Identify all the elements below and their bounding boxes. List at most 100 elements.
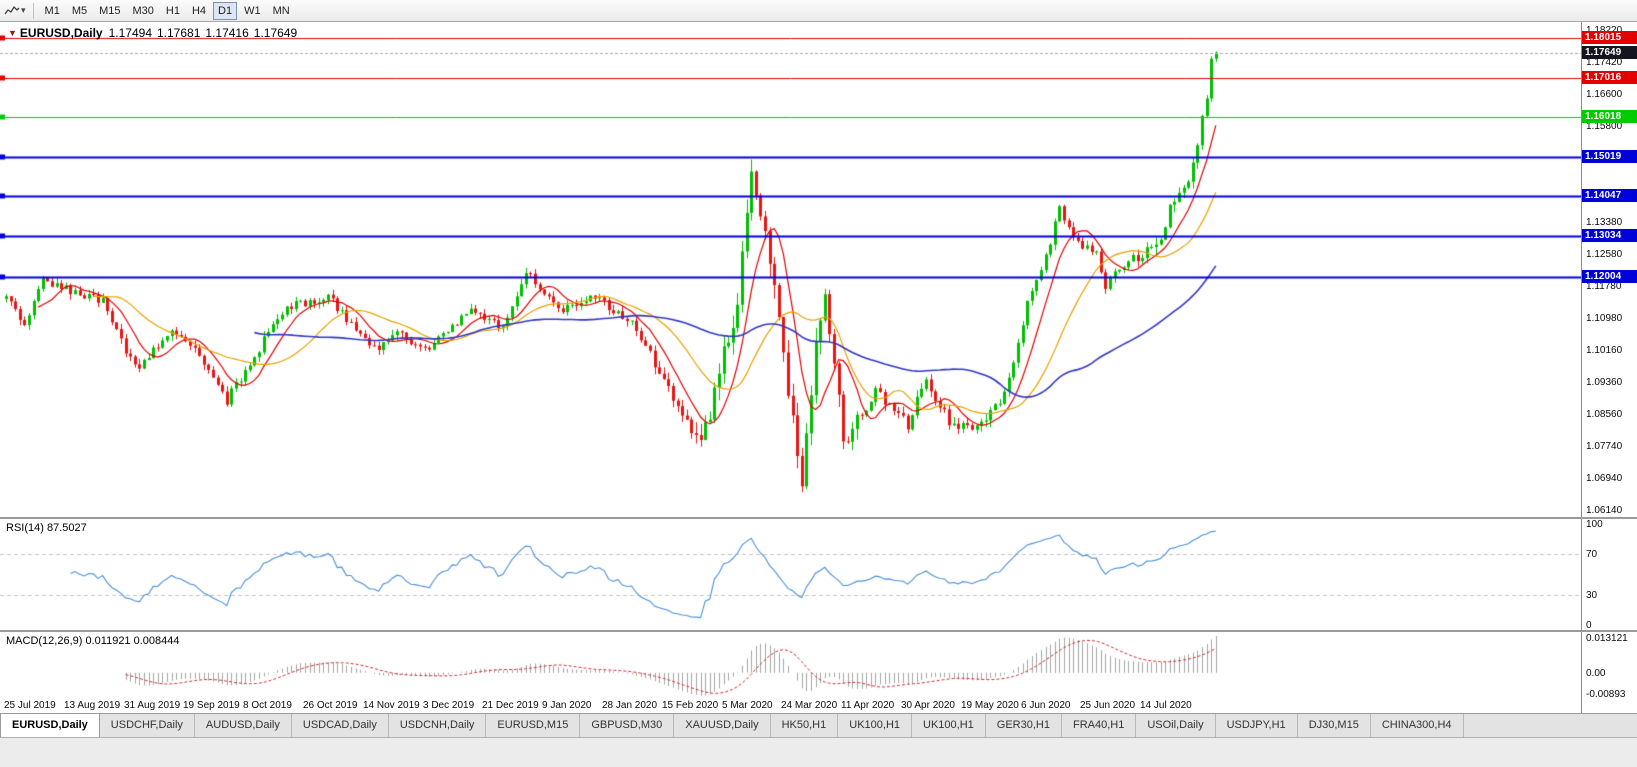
chart-tab-china300-h4[interactable]: CHINA300,H4 bbox=[1370, 714, 1464, 737]
timeframe-button-m30[interactable]: M30 bbox=[132, 4, 154, 17]
time-axis[interactable]: 25 Jul 2019 13 Aug 2019 31 Aug 2019 19 Sep … bbox=[0, 700, 1637, 713]
date-label: 11 Apr 2020 bbox=[841, 700, 895, 711]
date-label: 26 Oct 2019 bbox=[303, 700, 358, 711]
timeframe-button-mn[interactable]: MN bbox=[272, 4, 290, 17]
bottom-filler bbox=[0, 737, 1637, 767]
date-label: 25 Jun 2020 bbox=[1080, 700, 1136, 711]
price-tick: 1.08560 bbox=[1586, 409, 1623, 420]
axis-corner bbox=[1581, 700, 1637, 713]
chart-tab-audusd-daily[interactable]: AUDUSD,Daily bbox=[194, 714, 292, 737]
price-tick: 1.11780 bbox=[1586, 281, 1622, 292]
timeframe-button-h4[interactable]: H4 bbox=[191, 4, 207, 17]
chart-type-button[interactable]: ▾ bbox=[4, 5, 26, 17]
rsi-title: RSI(14) 87.5027 bbox=[6, 522, 87, 534]
macd-panel: 0.013121 0.00 -0.00893 MACD(12,26,9) 0.011… bbox=[0, 632, 1637, 700]
panel-splitter[interactable] bbox=[0, 517, 1637, 519]
tick-down-icon: ▼ bbox=[8, 28, 17, 38]
macd-name: MACD(12,26,9) bbox=[6, 635, 83, 647]
rsi-tick: 0 bbox=[1586, 620, 1592, 630]
rsi-value: 87.5027 bbox=[46, 522, 87, 534]
chart-tab-dj30-m15[interactable]: DJ30,M15 bbox=[1297, 714, 1371, 737]
price-line-badge: 1.15019 bbox=[1582, 150, 1637, 163]
main-price-axis[interactable]: 1.18220 1.17420 1.16600 1.15800 1.13380 1.125… bbox=[1581, 22, 1637, 517]
macd-tick-top: 0.013121 bbox=[1586, 633, 1628, 644]
macd-tick-bottom: -0.00893 bbox=[1586, 689, 1626, 700]
chart-tab-usdcnh-daily[interactable]: USDCNH,Daily bbox=[388, 714, 487, 737]
chart-tab-usoil-daily[interactable]: USOil,Daily bbox=[1136, 714, 1216, 737]
chart-tab-hk50-h1[interactable]: HK50,H1 bbox=[770, 714, 839, 737]
price-tick: 1.07740 bbox=[1586, 441, 1623, 452]
price-tick: 1.06140 bbox=[1586, 505, 1623, 516]
timeframe-button-w1[interactable]: W1 bbox=[244, 4, 261, 17]
chart-symbol-period: EURUSD,Daily bbox=[19, 26, 103, 40]
ohlc-close: 1.17649 bbox=[253, 26, 298, 40]
date-labels: 25 Jul 2019 13 Aug 2019 31 Aug 2019 19 Sep … bbox=[0, 700, 1581, 713]
ohlc-open: 1.17494 bbox=[108, 26, 152, 40]
chart-tab-usdcad-daily[interactable]: USDCAD,Daily bbox=[291, 714, 389, 737]
price-line-badge: 1.17016 bbox=[1582, 71, 1637, 84]
price-tick: 1.13380 bbox=[1586, 217, 1623, 228]
price-tick: 1.15800 bbox=[1586, 121, 1623, 132]
rsi-tick: 100 bbox=[1586, 519, 1603, 530]
date-label: 31 Aug 2019 bbox=[124, 700, 181, 711]
date-label: 30 Apr 2020 bbox=[901, 700, 955, 711]
macd-main-value: 0.011921 bbox=[85, 635, 131, 647]
chevron-down-icon: ▾ bbox=[21, 5, 26, 15]
chart-tab-ger30-h1[interactable]: GER30,H1 bbox=[985, 714, 1062, 737]
main-chart-panel: 1.18220 1.17420 1.16600 1.15800 1.13380 1.125… bbox=[0, 22, 1637, 517]
timeframe-button-d1[interactable]: D1 bbox=[213, 1, 238, 20]
chart-tab-eurusd-m15[interactable]: EURUSD,M15 bbox=[486, 714, 581, 737]
panel-splitter[interactable] bbox=[0, 630, 1637, 632]
rsi-canvas[interactable] bbox=[0, 519, 1581, 630]
date-label: 3 Dec 2019 bbox=[423, 700, 475, 711]
macd-canvas[interactable] bbox=[0, 632, 1581, 700]
date-label: 13 Aug 2019 bbox=[64, 700, 121, 711]
timeframe-button-m15[interactable]: M15 bbox=[99, 4, 121, 17]
macd-axis[interactable]: 0.013121 0.00 -0.00893 bbox=[1581, 632, 1637, 700]
date-label: 28 Jan 2020 bbox=[602, 700, 658, 711]
toolbar-separator bbox=[32, 2, 34, 19]
rsi-tick: 30 bbox=[1586, 590, 1598, 601]
macd-signal-value: 0.008444 bbox=[133, 635, 180, 647]
timeframe-button-h1[interactable]: H1 bbox=[165, 4, 180, 17]
chart-tab-xauusd-daily[interactable]: XAUUSD,Daily bbox=[674, 714, 771, 737]
chart-tab-uk100-h1[interactable]: UK100,H1 bbox=[912, 714, 986, 737]
rsi-panel: 100 70 30 0 RSI(14) 87.5027 bbox=[0, 519, 1637, 630]
ohlc-high: 1.17681 bbox=[157, 26, 201, 40]
chart-tab-usdjpy-h1[interactable]: USDJPY,H1 bbox=[1215, 714, 1298, 737]
date-label: 6 Jun 2020 bbox=[1021, 700, 1071, 711]
chart-tab-bar: EURUSD,Daily USDCHF,Daily AUDUSD,Daily USDC… bbox=[0, 713, 1637, 737]
date-label: 25 Jul 2019 bbox=[4, 700, 56, 711]
chart-tab-fra40-h1[interactable]: FRA40,H1 bbox=[1061, 714, 1137, 737]
bid-price-badge: 1.17649 bbox=[1582, 46, 1637, 59]
price-tick: 1.12580 bbox=[1586, 249, 1623, 260]
rsi-tick: 70 bbox=[1586, 549, 1598, 560]
price-tick: 1.17420 bbox=[1586, 57, 1623, 68]
timeframe-button-m5[interactable]: M5 bbox=[71, 4, 88, 17]
timeframe-button-m1[interactable]: M1 bbox=[44, 4, 60, 17]
price-line-badge: 1.18015 bbox=[1582, 31, 1637, 44]
chart-tab-gbpusd-m30[interactable]: GBPUSD,M30 bbox=[580, 714, 675, 737]
macd-tick-zero: 0.00 bbox=[1586, 668, 1606, 679]
chart-tab-usdchf-daily[interactable]: USDCHF,Daily bbox=[99, 714, 195, 737]
chart-title: ▼ EURUSD,Daily 1.17494 1.17681 1.17416 1.1764… bbox=[8, 26, 302, 40]
price-tick: 1.10980 bbox=[1586, 313, 1623, 324]
price-tick: 1.09360 bbox=[1586, 377, 1623, 388]
date-label: 19 Sep 2019 bbox=[183, 700, 240, 711]
price-line-badge: 1.12004 bbox=[1582, 270, 1637, 283]
price-line-badge: 1.16018 bbox=[1582, 110, 1637, 123]
rsi-axis[interactable]: 100 70 30 0 bbox=[1581, 519, 1637, 630]
date-label: 14 Nov 2019 bbox=[363, 700, 420, 711]
date-label: 5 Mar 2020 bbox=[722, 700, 773, 711]
main-chart-canvas[interactable] bbox=[0, 22, 1581, 517]
date-label: 14 Jul 2020 bbox=[1140, 700, 1192, 711]
date-label: 19 May 2020 bbox=[961, 700, 1019, 711]
chart-tab-uk100-h1[interactable]: UK100,H1 bbox=[838, 714, 913, 737]
chart-line-icon bbox=[4, 5, 20, 14]
price-line-badge: 1.14047 bbox=[1582, 189, 1637, 202]
chart-tab-eurusd-daily[interactable]: EURUSD,Daily bbox=[0, 714, 100, 737]
date-label: 24 Mar 2020 bbox=[781, 700, 838, 711]
price-tick: 1.10160 bbox=[1586, 345, 1623, 356]
date-label: 21 Dec 2019 bbox=[482, 700, 539, 711]
